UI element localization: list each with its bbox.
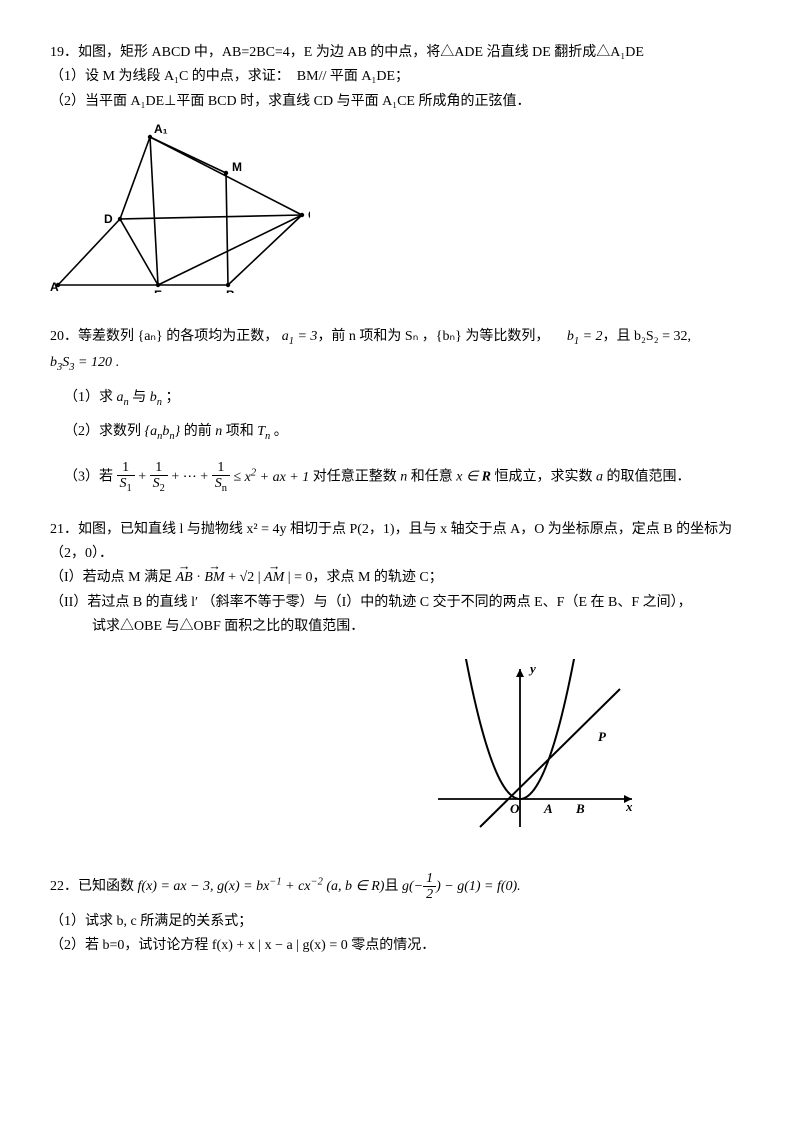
- vec-am: AM: [264, 567, 284, 589]
- p20-b1: b1 = 2: [567, 329, 603, 344]
- p21-q2a: （II）若过点 B 的直线 l′ （斜率不等于零）与（I）中的轨迹 C 交于不同…: [50, 592, 750, 614]
- svg-text:A: A: [50, 280, 59, 293]
- p20-q2: （2）求数列 {anbn} 的前 n 项和 Tn 。: [50, 421, 750, 446]
- p20-c: ，前 n 项和为 Sₙ ，{bₙ} 为等比数列，: [317, 329, 549, 344]
- svg-text:A: A: [543, 801, 553, 816]
- problem-19: 19．如图，矩形 ABCD 中，AB=2BC=4，E 为边 AB 的中点，将△A…: [50, 42, 750, 302]
- vec-bm: BM: [204, 567, 224, 589]
- svg-text:B: B: [226, 288, 235, 293]
- p21-stem-b: （2，0）．: [50, 543, 750, 565]
- p20-q3-pre: （3）若: [64, 470, 117, 485]
- svg-text:P: P: [598, 729, 607, 744]
- svg-text:E: E: [154, 288, 162, 293]
- p20-q1: （1）求 an 与 bn ；: [50, 387, 750, 412]
- p20-a1: a1 = 3: [282, 329, 318, 344]
- p21-q1: （I）若动点 M 满足 AB · BM + √2 | AM | = 0，求点 M…: [50, 567, 750, 589]
- p20-ellipsis: + ⋯ +: [171, 470, 208, 485]
- svg-text:O: O: [510, 801, 520, 816]
- frac-1-2: 12: [423, 871, 436, 903]
- frac-1-s2: 1S2: [150, 460, 168, 495]
- p19-svg: A E B D C A₁ M: [50, 123, 310, 293]
- p20-a: 等差数列 {aₙ} 的各项均为正数，: [78, 329, 278, 344]
- p19-figure: A E B D C A₁ M: [50, 123, 750, 301]
- p21-q2b: 试求△OBE 与△OBF 面积之比的取值范围．: [50, 616, 750, 638]
- svg-text:x: x: [625, 799, 633, 814]
- svg-text:y: y: [528, 661, 536, 676]
- p21-num: 21．: [50, 522, 78, 537]
- p19-num: 19．: [50, 45, 78, 60]
- p20-stem: 20．等差数列 {aₙ} 的各项均为正数， a1 = 3，前 n 项和为 Sₙ …: [50, 326, 750, 351]
- p21-stem-a: 如图，已知直线 l 与抛物线 x² = 4y 相切于点 P(2，1)，且与 x …: [78, 522, 732, 537]
- p20-num: 20．: [50, 329, 78, 344]
- frac-1-s1: 1S1: [117, 460, 135, 495]
- p20-q3: （3）若 1S1 + 1S2 + ⋯ + 1Sn ≤ x2 + ax + 1 对…: [50, 460, 750, 495]
- svg-text:C: C: [308, 208, 310, 222]
- p21-q1-pre: （I）若动点 M 满足: [50, 570, 176, 585]
- svg-text:D: D: [104, 212, 113, 226]
- p22-q2: （2）若 b=0，试讨论方程 f(x) + x | x − a | g(x) =…: [50, 935, 750, 957]
- p20-line2: b3S3 = 120 .: [50, 352, 750, 377]
- p21-figure: O A B Px y: [310, 659, 750, 847]
- svg-text:B: B: [575, 801, 585, 816]
- p19-q1: （1）设 M 为线段 A₁C 的中点，求证： BM// 平面 A₁DE；: [50, 66, 750, 88]
- p21-svg: O A B Px y: [420, 659, 640, 839]
- svg-text:M: M: [232, 160, 242, 174]
- svg-text:A₁: A₁: [154, 123, 168, 136]
- sqrt2: √2: [240, 570, 255, 585]
- p20-e: ，且 b₂S₂ = 32,: [603, 329, 691, 344]
- frac-1-sn: 1Sn: [212, 460, 230, 495]
- p22-num: 22．: [50, 879, 78, 894]
- p20-b3s3: b3S3 = 120: [50, 355, 112, 370]
- vec-ab: AB: [176, 567, 193, 589]
- problem-20: 20．等差数列 {aₙ} 的各项均为正数， a1 = 3，前 n 项和为 Sₙ …: [50, 326, 750, 495]
- p22-q1: （1）试求 b, c 所满足的关系式；: [50, 911, 750, 933]
- p19-stem: 19．如图，矩形 ABCD 中，AB=2BC=4，E 为边 AB 的中点，将△A…: [50, 42, 750, 64]
- p19-q2: （2）当平面 A₁DE⊥平面 BCD 时，求直线 CD 与平面 A₁CE 所成角…: [50, 91, 750, 113]
- p21-stem: 21．如图，已知直线 l 与抛物线 x² = 4y 相切于点 P(2，1)，且与…: [50, 519, 750, 541]
- problem-21: 21．如图，已知直线 l 与抛物线 x² = 4y 相切于点 P(2，1)，且与…: [50, 519, 750, 847]
- p19-stem-text: 如图，矩形 ABCD 中，AB=2BC=4，E 为边 AB 的中点，将△ADE …: [78, 45, 644, 60]
- p21-q1-mid: = 0，求点 M 的轨迹 C；: [294, 570, 443, 585]
- problem-22: 22．已知函数 f(x) = ax − 3, g(x) = bx−1 + cx−…: [50, 871, 750, 958]
- p22-stem: 22．已知函数 f(x) = ax − 3, g(x) = bx−1 + cx−…: [50, 871, 750, 903]
